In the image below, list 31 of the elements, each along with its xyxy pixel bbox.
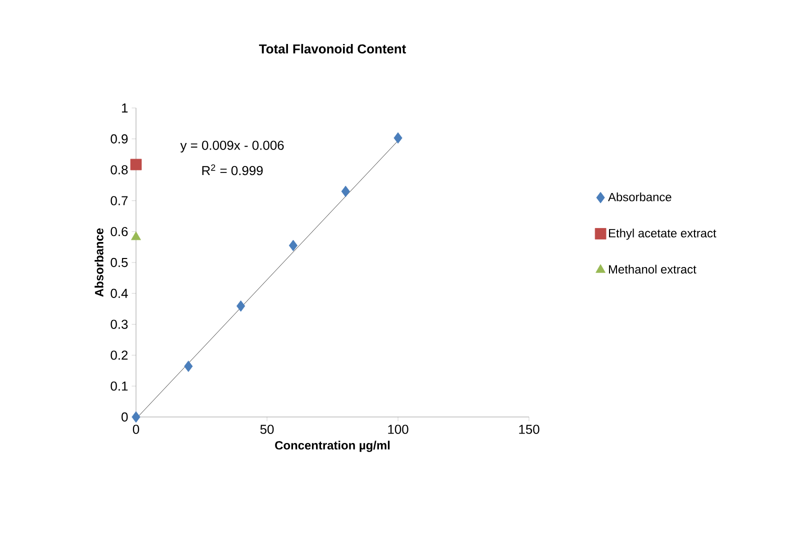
point [341,186,350,198]
y-tick-label: 0.6 [110,226,128,236]
x-tick-label: 0 [132,424,140,434]
x-tick-label: 50 [260,424,274,434]
point [236,300,246,312]
y-tick-label: 0.7 [110,196,128,206]
point [132,411,140,423]
y-tick-label: 0.9 [110,134,128,144]
y-tick-label: 0.1 [110,381,128,391]
x-tick-label: 100 [388,424,408,434]
y-axis-title: Absorbance [94,228,104,297]
legend-label: Ethyl acetate extract [609,228,716,240]
x-axis-title: Concentration µg/ml [275,440,390,452]
point [288,240,298,252]
y-tick-label: 0.5 [110,258,128,268]
y-tick-label: 0.4 [110,288,128,298]
point [394,132,402,144]
point [130,158,142,170]
annotation: y = 0.009x - 0.006 [180,140,284,152]
point [131,231,141,240]
annotation: R$^{2}$ = 0.999 [202,164,263,176]
y-tick-label: 0.3 [110,320,128,329]
chart-title: Total Flavonoid Content [259,44,406,54]
y-tick-label: 0.8 [110,165,128,174]
y-tick-label: 0.2 [110,350,128,360]
x-tick-label: 150 [519,424,540,434]
legend-label: Methanol extract [609,264,696,274]
legend-label: Absorbance [608,192,672,202]
point [184,360,193,372]
y-tick-label: 0 [122,412,128,422]
y-tick-label: 1 [122,104,128,112]
